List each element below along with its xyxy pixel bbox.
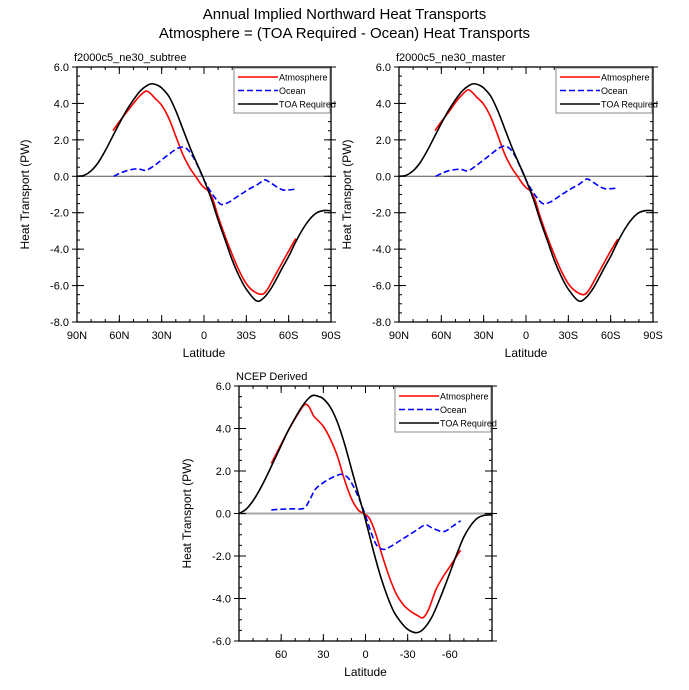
y-tick-label: -6.0 (50, 281, 69, 293)
figure-subtitle: Atmosphere = (TOA Required - Ocean) Heat… (158, 25, 531, 42)
series-group (77, 82, 331, 303)
plot-frame (238, 385, 493, 642)
y-tick-label: -8.0 (50, 317, 69, 329)
x-tick-label: -30 (400, 649, 416, 661)
x-tick-label: 60S (601, 330, 621, 342)
y-tick-label: 0.0 (54, 171, 69, 183)
x-tick-label: 30N (152, 330, 172, 342)
y-tick-label: -2.0 (372, 208, 391, 220)
x-tick-label: 90N (67, 330, 87, 342)
y-tick-label: -2.0 (212, 551, 231, 563)
y-tick-label: 2.0 (54, 135, 69, 147)
toa-required-series-line (239, 394, 492, 634)
x-tick-label: 30 (317, 649, 329, 661)
x-tick-label: 0 (362, 649, 368, 661)
figure-title: Annual Implied Northward Heat Transports (202, 6, 487, 23)
toa-required-series-line (399, 82, 653, 303)
x-tick-label: 90S (643, 330, 663, 342)
plot-frame (76, 66, 332, 323)
y-tick-label: 2.0 (376, 135, 391, 147)
atmosphere-series-line (270, 403, 462, 619)
y-axis-label: Heat Transport (PW) (340, 139, 354, 249)
panel-title: f2000c5_ne30_subtree (74, 52, 187, 64)
x-tick-label: 60N (431, 330, 451, 342)
y-tick-label: -2.0 (50, 208, 69, 220)
legend-label: Atmosphere (601, 73, 650, 83)
x-tick-label: 0 (201, 330, 207, 342)
x-tick-label: 30S (237, 330, 257, 342)
x-axis-label: Latitude (344, 665, 387, 679)
legend-label: Atmosphere (440, 392, 489, 402)
series-group (399, 82, 653, 303)
x-tick-label: 30S (559, 330, 579, 342)
x-axis-label: Latitude (183, 346, 226, 360)
legend-label: Atmosphere (279, 73, 328, 83)
y-tick-label: 4.0 (216, 424, 231, 436)
y-tick-label: -4.0 (50, 244, 69, 256)
atmosphere-series-line (112, 90, 297, 296)
legend-label: Ocean (601, 86, 628, 96)
x-tick-label: 0 (523, 330, 529, 342)
x-axis-label: Latitude (505, 346, 548, 360)
y-tick-label: -4.0 (372, 244, 391, 256)
legend: Atmosphere Ocean TOA Required (233, 67, 336, 114)
x-tick-label: -60 (442, 649, 458, 661)
y-tick-label: 2.0 (216, 466, 231, 478)
plot-frame (398, 66, 654, 323)
ocean-series-line (271, 473, 462, 551)
ocean-series-line (435, 145, 618, 205)
x-tick-label: 60S (279, 330, 299, 342)
legend-label: TOA Required (279, 100, 336, 110)
x-tick-label: 90N (389, 330, 409, 342)
series-group (239, 394, 492, 634)
panel-top-left: f2000c5_ne30_subtree 90N 60N 30N 0 30S 60S 90S 6… (18, 52, 341, 360)
panel-bottom-center: NCEP Derived 60 30 0 -30 -60 6.0 4.0 2.0 0.0 -2.0 -… (180, 371, 497, 679)
y-tick-label: -6.0 (372, 281, 391, 293)
atmosphere-series-line (434, 88, 619, 296)
y-tick-label: 6.0 (376, 62, 391, 74)
y-tick-label: -6.0 (212, 636, 231, 648)
y-tick-label: 0.0 (376, 171, 391, 183)
y-tick-label: -4.0 (212, 594, 231, 606)
panel-title: NCEP Derived (236, 371, 307, 383)
x-tick-label: 60N (109, 330, 129, 342)
x-tick-label: 90S (321, 330, 341, 342)
y-tick-label: 6.0 (54, 62, 69, 74)
y-tick-label: -8.0 (372, 317, 391, 329)
x-tick-label: 30N (474, 330, 494, 342)
y-axis-label: Heat Transport (PW) (180, 458, 194, 568)
y-tick-label: 6.0 (216, 381, 231, 393)
legend: Atmosphere Ocean TOA Required (394, 386, 497, 433)
legend-label: TOA Required (440, 419, 497, 429)
panel-title: f2000c5_ne30_master (396, 52, 506, 64)
y-tick-label: 4.0 (376, 98, 391, 110)
toa-required-series-line (77, 82, 331, 303)
legend-label: Ocean (440, 405, 467, 415)
y-tick-label: 4.0 (54, 98, 69, 110)
x-tick-label: 60 (275, 649, 287, 661)
panel-top-right: f2000c5_ne30_master 90N 60N 30N 0 30S 60S 90S 6.… (340, 52, 663, 360)
legend-label: TOA Required (601, 100, 658, 110)
legend-label: Ocean (279, 86, 306, 96)
y-axis-label: Heat Transport (PW) (18, 139, 32, 249)
y-tick-label: 0.0 (216, 509, 231, 521)
legend: Atmosphere Ocean TOA Required (555, 67, 658, 114)
